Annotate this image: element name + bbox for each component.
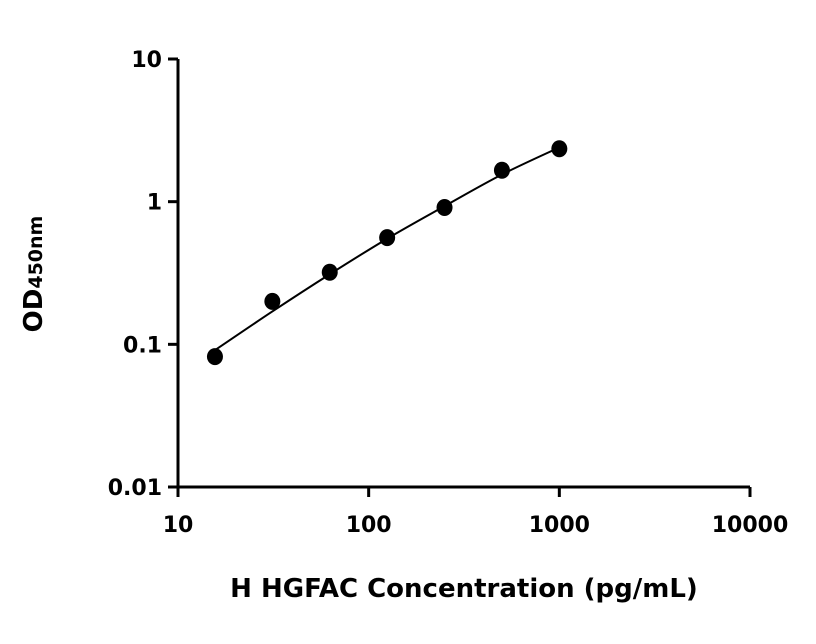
y-tick-label: 0.01 bbox=[108, 476, 162, 501]
x-axis-label: H HGFAC Concentration (pg/mL) bbox=[230, 574, 698, 604]
y-tick-label: 1 bbox=[147, 191, 162, 216]
data-point bbox=[551, 140, 568, 158]
x-tick-label: 10000 bbox=[712, 513, 789, 538]
y-tick-label: 0.1 bbox=[123, 333, 162, 358]
data-point bbox=[264, 292, 281, 310]
x-tick-label: 100 bbox=[346, 513, 392, 538]
data-point bbox=[436, 199, 453, 217]
x-tick-label: 1000 bbox=[529, 513, 590, 538]
y-axis-label: OD450nm bbox=[19, 216, 49, 333]
axes: 0.01 0.1 1 10 10 100 1000 10000 bbox=[108, 48, 789, 538]
data-point bbox=[493, 161, 510, 179]
x-tick-label: 10 bbox=[163, 513, 194, 538]
data-points bbox=[206, 140, 568, 366]
data-point bbox=[206, 348, 223, 366]
y-tick-label: 10 bbox=[131, 48, 162, 73]
fit-curve bbox=[214, 146, 560, 352]
data-point bbox=[321, 263, 338, 281]
data-point bbox=[379, 229, 396, 247]
